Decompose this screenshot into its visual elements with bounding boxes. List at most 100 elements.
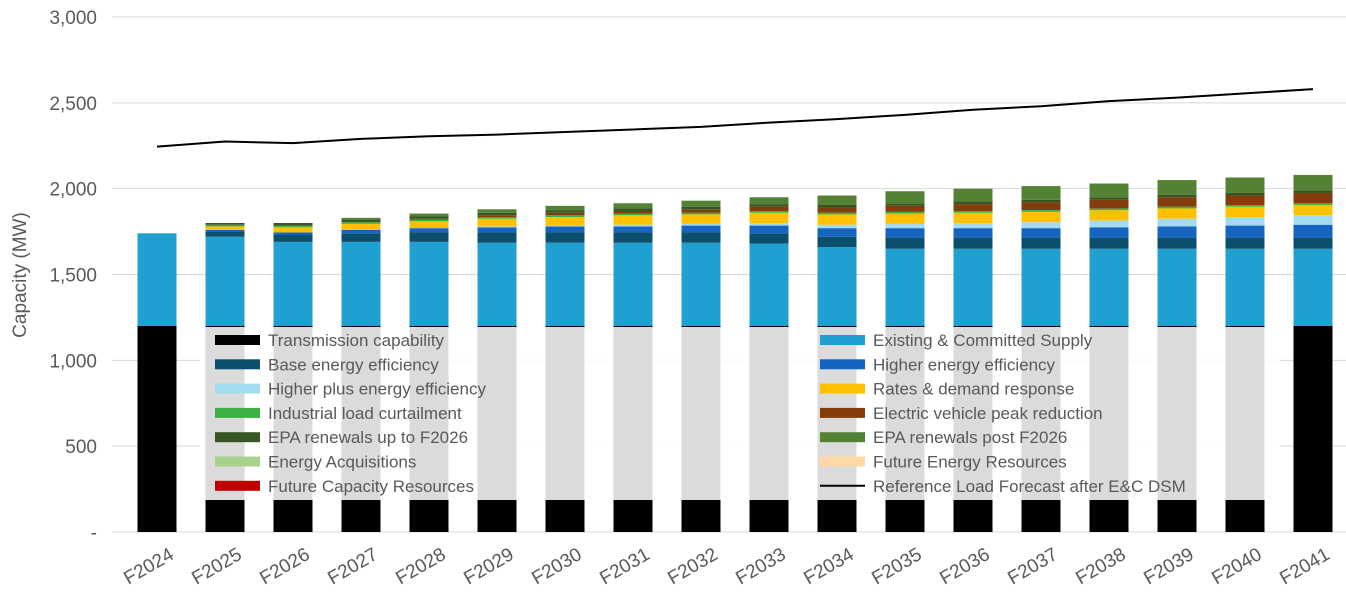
bar-segment (273, 241, 313, 326)
bar-segment (1157, 206, 1197, 209)
x-tick-label: F2028 (392, 544, 449, 589)
bar-segment (137, 233, 177, 326)
bar-segment (205, 223, 245, 225)
legend-swatch (215, 359, 260, 370)
bar-segment (817, 236, 857, 248)
x-tick-label: F2024 (120, 544, 178, 589)
bar-segment (273, 227, 313, 233)
bar-segment (1225, 216, 1265, 226)
bar-segment (273, 225, 313, 228)
bar-segment (409, 232, 449, 242)
bar-segment (409, 241, 449, 326)
legend-label: Electric vehicle peak reduction (873, 404, 1103, 423)
bar-segment (1089, 227, 1129, 238)
bar-segment (545, 205, 585, 211)
x-tick-label: F2027 (324, 544, 381, 589)
bar-segment (1293, 326, 1333, 532)
legend-swatch (820, 335, 865, 345)
bar-segment (545, 232, 585, 243)
y-tick-label: 3,000 (49, 8, 97, 29)
bar-segment (1225, 248, 1265, 326)
legend-label: Base energy efficiency (268, 355, 439, 374)
bar-segment (545, 215, 585, 217)
bar-segment (1293, 224, 1333, 238)
bar-segment (817, 224, 857, 229)
legend-swatch (215, 335, 260, 345)
bar-segment (885, 191, 925, 204)
legend-label: Reference Load Forecast after E&C DSM (873, 477, 1186, 496)
bar-segment (477, 227, 517, 233)
bar-segment (477, 216, 517, 219)
bar-segment (477, 218, 517, 227)
bar-segment (1089, 210, 1129, 221)
bar-segment (1089, 199, 1129, 209)
bar-segment (885, 228, 925, 238)
bar-segment (613, 224, 653, 227)
bar-segment (817, 214, 857, 225)
bar-segment (273, 235, 313, 242)
bar-segment (1225, 204, 1265, 207)
bar-segment (749, 223, 789, 226)
bar-segment (205, 224, 245, 227)
bar-segment (1157, 237, 1197, 249)
bar-segment (409, 221, 449, 229)
bar-segment (817, 247, 857, 326)
bar-segment (749, 225, 789, 234)
bar-segment (1089, 248, 1129, 326)
legend-label: Energy Acquisitions (268, 453, 416, 472)
bar-segment (681, 232, 721, 243)
bar-segment (545, 216, 585, 226)
bar-segment (885, 248, 925, 326)
bar-segment (477, 215, 517, 217)
bar-segment (545, 242, 585, 326)
bar-segment (953, 223, 993, 229)
bar-segment (409, 219, 449, 222)
bar-segment (613, 242, 653, 326)
legend-swatch (215, 432, 260, 443)
bar-segment (1293, 237, 1333, 249)
bar-segment (1293, 190, 1333, 193)
bar-segment (681, 223, 721, 226)
bar-segment (1157, 248, 1197, 326)
bar-segment (1225, 195, 1265, 205)
bar-segment (545, 210, 585, 213)
bar-segment (953, 204, 993, 211)
legend-swatch (215, 456, 260, 467)
legend-label: EPA renewals post F2026 (873, 428, 1067, 447)
bar-segment (749, 204, 789, 207)
bar-segment (545, 225, 585, 227)
bar-segment (1157, 197, 1197, 207)
bar-segment (1157, 208, 1197, 219)
x-tick-label: F2036 (936, 544, 993, 589)
bar-segment (477, 226, 517, 228)
bar-segment (613, 203, 653, 209)
legend-layer: Transmission capability Existing & Commit… (200, 327, 1280, 500)
bar-segment (1021, 237, 1061, 249)
bar-segment (953, 201, 993, 205)
bar-segment (341, 219, 381, 223)
legend-swatch (820, 359, 865, 370)
legend-label: Future Capacity Resources (268, 477, 474, 496)
y-tick-label: 2,500 (49, 94, 97, 115)
x-tick-label: F2038 (1072, 544, 1129, 589)
bar-segment (477, 212, 517, 216)
bar-segment (613, 210, 653, 214)
x-tick-label: F2033 (732, 544, 789, 589)
bar-segment (1225, 225, 1265, 238)
bar-segment (409, 216, 449, 219)
bar-segment (205, 231, 245, 237)
bar-segment (1157, 226, 1197, 238)
bar-segment (885, 213, 925, 224)
x-tick-label: F2041 (1276, 544, 1333, 589)
bar-segment (681, 200, 721, 207)
x-tick-label: F2025 (188, 544, 245, 589)
legend-swatch (820, 383, 865, 394)
bar-segment (953, 228, 993, 238)
legend-label: Transmission capability (268, 331, 445, 350)
x-tick-label: F2029 (460, 544, 517, 589)
y-tick-label: 1,500 (49, 266, 97, 287)
bar-segment (1021, 222, 1061, 229)
legend-label: Industrial load curtailment (268, 404, 462, 423)
